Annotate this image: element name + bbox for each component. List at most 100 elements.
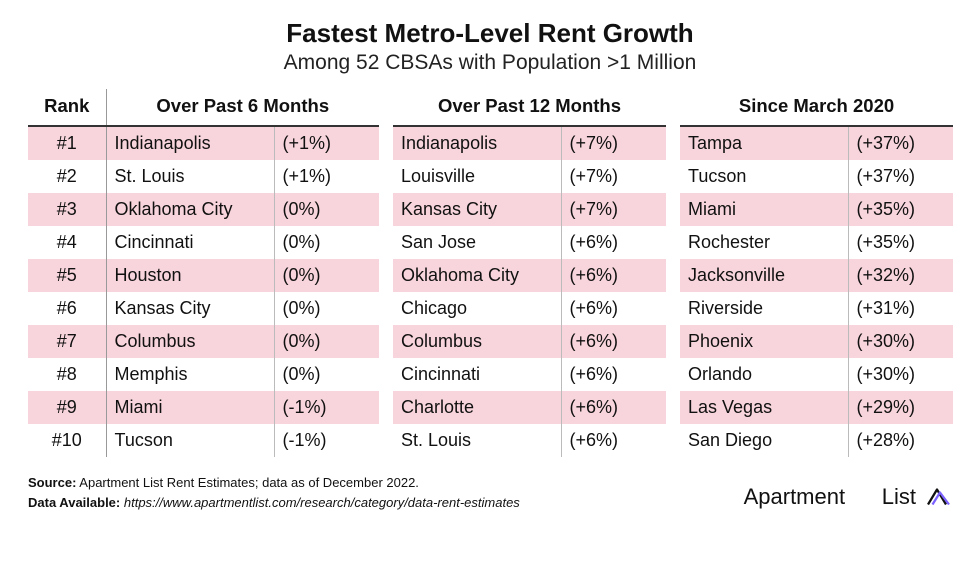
pct-cell: (-1%) xyxy=(274,391,379,424)
city-cell: Columbus xyxy=(393,325,561,358)
city-cell: San Jose xyxy=(393,226,561,259)
pct-cell: (+37%) xyxy=(848,126,953,160)
col-sep xyxy=(379,193,393,226)
city-cell: Las Vegas xyxy=(680,391,848,424)
col-sep xyxy=(666,160,680,193)
pct-cell: (+31%) xyxy=(848,292,953,325)
pct-cell: (+7%) xyxy=(561,126,666,160)
pct-cell: (0%) xyxy=(274,358,379,391)
table-row: #9Miami(-1%) Charlotte(+6%) Las Vegas(+29%… xyxy=(28,391,953,424)
col-sep xyxy=(379,126,393,160)
table-row: #10Tucson(-1%) St. Louis(+6%) San Diego(+2… xyxy=(28,424,953,457)
city-cell: Phoenix xyxy=(680,325,848,358)
footer-text: Source: Apartment List Rent Estimates; d… xyxy=(28,473,520,512)
data-avail-label: Data Available: xyxy=(28,495,120,510)
data-avail-url: https://www.apartmentlist.com/research/c… xyxy=(120,495,520,510)
pct-cell: (0%) xyxy=(274,259,379,292)
rank-cell: #6 xyxy=(28,292,106,325)
pct-cell: (+7%) xyxy=(561,193,666,226)
pct-cell: (0%) xyxy=(274,292,379,325)
city-cell: Tampa xyxy=(680,126,848,160)
pct-cell: (+6%) xyxy=(561,226,666,259)
rent-growth-table: Rank Over Past 6 Months Over Past 12 Mon… xyxy=(28,89,953,457)
table-row: #2St. Louis(+1%)Louisville(+7%)Tucson(+3… xyxy=(28,160,953,193)
table-row: #3Oklahoma City(0%)Kansas City(+7%)Miami… xyxy=(28,193,953,226)
city-cell: Jacksonville xyxy=(680,259,848,292)
pct-cell: (+35%) xyxy=(848,226,953,259)
col-header-6mo: Over Past 6 Months xyxy=(106,89,379,126)
pct-cell: (+30%) xyxy=(848,358,953,391)
col-sep xyxy=(379,424,393,457)
pct-cell: (0%) xyxy=(274,226,379,259)
pct-cell: (+32%) xyxy=(848,259,953,292)
col-header-rank: Rank xyxy=(28,89,106,126)
pct-cell: (0%) xyxy=(274,325,379,358)
col-sep xyxy=(666,358,680,391)
brand-logo: Apartment List xyxy=(744,482,952,512)
city-cell: Houston xyxy=(106,259,274,292)
col-sep xyxy=(666,391,680,424)
table-row: #1Indianapolis(+1%)Indianapolis(+7%)Tamp… xyxy=(28,126,953,160)
col-sep xyxy=(666,424,680,457)
pct-cell: (+1%) xyxy=(274,160,379,193)
col-sep xyxy=(666,325,680,358)
city-cell: Rochester xyxy=(680,226,848,259)
col-sep xyxy=(379,391,393,424)
city-cell: St. Louis xyxy=(106,160,274,193)
col-sep xyxy=(379,226,393,259)
col-sep xyxy=(666,292,680,325)
city-cell: Indianapolis xyxy=(106,126,274,160)
city-cell: Riverside xyxy=(680,292,848,325)
rank-cell: #4 xyxy=(28,226,106,259)
rank-cell: #9 xyxy=(28,391,106,424)
col-sep xyxy=(379,292,393,325)
city-cell: St. Louis xyxy=(393,424,561,457)
rank-cell: #8 xyxy=(28,358,106,391)
col-sep xyxy=(666,89,680,126)
pct-cell: (+6%) xyxy=(561,325,666,358)
source-text: Apartment List Rent Estimates; data as o… xyxy=(76,475,419,490)
col-header-12mo: Over Past 12 Months xyxy=(393,89,666,126)
pct-cell: (+1%) xyxy=(274,126,379,160)
brand-text: Apartment List xyxy=(744,484,916,510)
col-sep xyxy=(379,325,393,358)
city-cell: Kansas City xyxy=(393,193,561,226)
page-subtitle: Among 52 CBSAs with Population >1 Millio… xyxy=(28,51,952,75)
table-row: #6Kansas City(0%)Chicago(+6%)Riverside(+… xyxy=(28,292,953,325)
source-label: Source: xyxy=(28,475,76,490)
pct-cell: (+35%) xyxy=(848,193,953,226)
table-row: #7Columbus(0%)Columbus(+6%)Phoenix(+30%) xyxy=(28,325,953,358)
rank-cell: #5 xyxy=(28,259,106,292)
city-cell: Miami xyxy=(106,391,274,424)
city-cell: Cincinnati xyxy=(106,226,274,259)
pct-cell: (+6%) xyxy=(561,391,666,424)
pct-cell: (+29%) xyxy=(848,391,953,424)
city-cell: Cincinnati xyxy=(393,358,561,391)
pct-cell: (+6%) xyxy=(561,292,666,325)
col-sep xyxy=(379,89,393,126)
table-row: #5Houston(0%)Oklahoma City(+6%)Jacksonvi… xyxy=(28,259,953,292)
city-cell: Oklahoma City xyxy=(106,193,274,226)
city-cell: Orlando xyxy=(680,358,848,391)
pct-cell: (+30%) xyxy=(848,325,953,358)
col-sep xyxy=(379,259,393,292)
col-sep xyxy=(379,160,393,193)
rank-cell: #1 xyxy=(28,126,106,160)
rank-cell: #7 xyxy=(28,325,106,358)
col-header-since2020: Since March 2020 xyxy=(680,89,953,126)
pct-cell: (+6%) xyxy=(561,424,666,457)
city-cell: San Diego xyxy=(680,424,848,457)
rank-cell: #10 xyxy=(28,424,106,457)
pct-cell: (+7%) xyxy=(561,160,666,193)
city-cell: Tucson xyxy=(106,424,274,457)
pct-cell: (-1%) xyxy=(274,424,379,457)
city-cell: Miami xyxy=(680,193,848,226)
city-cell: Tucson xyxy=(680,160,848,193)
pct-cell: (+28%) xyxy=(848,424,953,457)
apartment-list-icon xyxy=(922,482,952,512)
city-cell: Charlotte xyxy=(393,391,561,424)
pct-cell: (+37%) xyxy=(848,160,953,193)
city-cell: Kansas City xyxy=(106,292,274,325)
table-row: #4Cincinnati(0%) San Jose(+6%) Rochester(+… xyxy=(28,226,953,259)
col-sep xyxy=(379,358,393,391)
